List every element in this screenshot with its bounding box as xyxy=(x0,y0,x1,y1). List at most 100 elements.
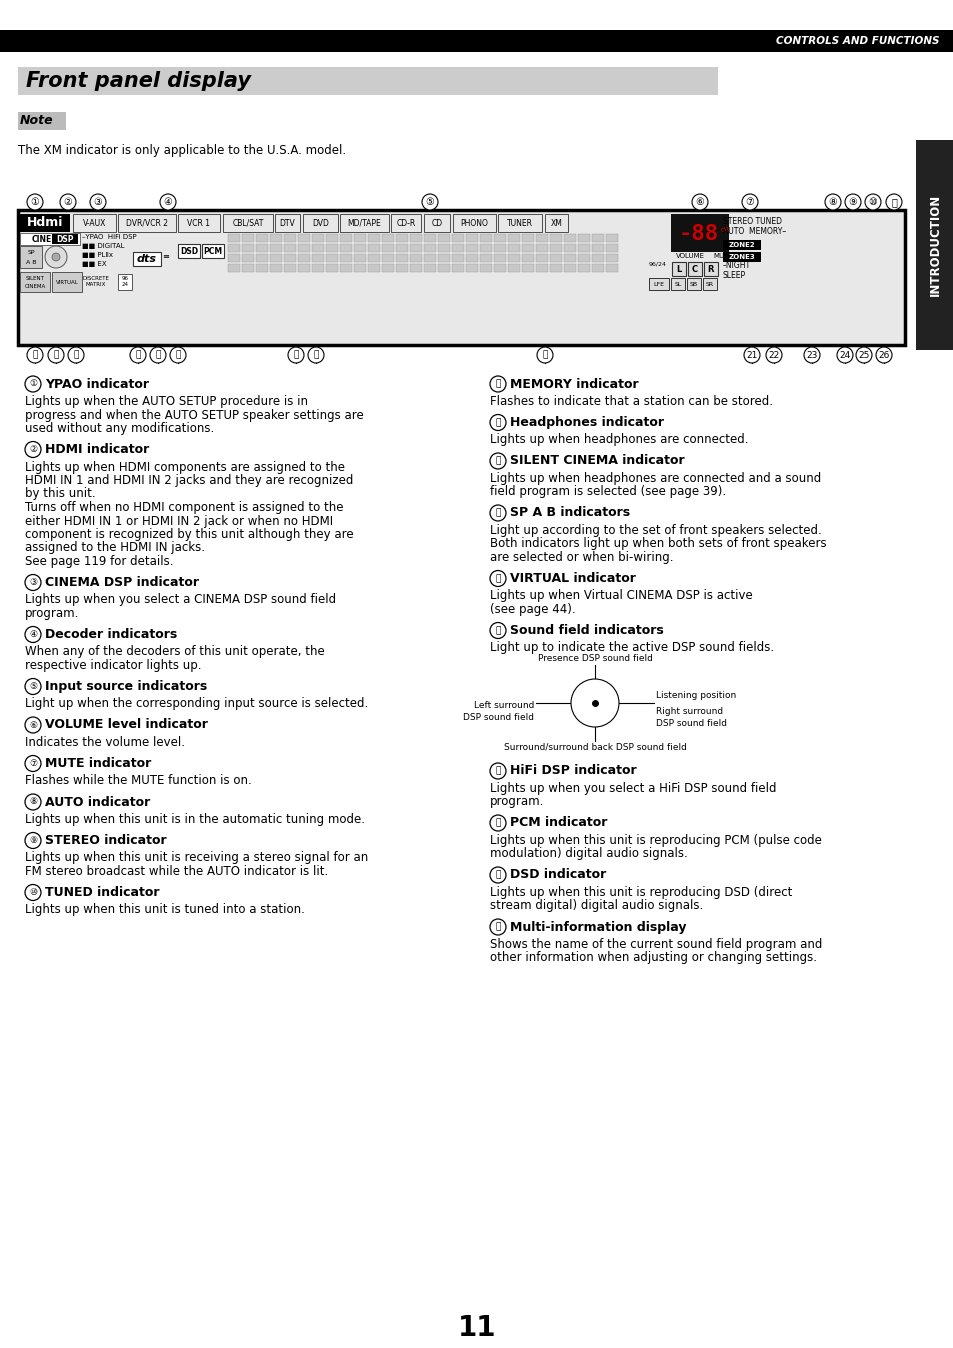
Text: DSD indicator: DSD indicator xyxy=(510,868,605,882)
Text: When any of the decoders of this unit operate, the: When any of the decoders of this unit op… xyxy=(25,646,324,659)
Text: either HDMI IN 1 or HDMI IN 2 jack or when no HDMI: either HDMI IN 1 or HDMI IN 2 jack or wh… xyxy=(25,515,333,527)
Text: CBL/SAT: CBL/SAT xyxy=(233,218,263,228)
Bar xyxy=(381,244,394,252)
Bar xyxy=(303,214,337,232)
Text: Headphones indicator: Headphones indicator xyxy=(510,417,663,429)
Text: TUNER: TUNER xyxy=(506,218,533,228)
Text: ⑲: ⑲ xyxy=(495,871,500,879)
Text: SR: SR xyxy=(705,282,713,287)
Bar xyxy=(437,264,450,272)
Bar xyxy=(18,67,718,94)
Bar xyxy=(479,235,492,243)
Text: assigned to the HDMI IN jacks.: assigned to the HDMI IN jacks. xyxy=(25,542,205,554)
Bar xyxy=(255,264,268,272)
Bar xyxy=(228,253,240,262)
Bar xyxy=(479,253,492,262)
Text: ⑥: ⑥ xyxy=(695,197,703,208)
Text: 23: 23 xyxy=(805,350,817,360)
Text: CD-R: CD-R xyxy=(395,218,416,228)
Bar xyxy=(671,262,685,276)
Text: SILENT CINEMA indicator: SILENT CINEMA indicator xyxy=(510,454,684,468)
Text: CINEMA DSP indicator: CINEMA DSP indicator xyxy=(45,576,199,589)
Text: ⑳: ⑳ xyxy=(541,350,547,360)
Text: Indicates the volume level.: Indicates the volume level. xyxy=(25,736,185,749)
Text: ZONE3: ZONE3 xyxy=(728,253,755,260)
Bar xyxy=(242,244,253,252)
Text: ≡: ≡ xyxy=(162,252,169,260)
Text: Lights up when this unit is reproducing PCM (pulse code: Lights up when this unit is reproducing … xyxy=(490,834,821,847)
Bar xyxy=(395,235,408,243)
Bar xyxy=(395,264,408,272)
Text: Lights up when headphones are connected.: Lights up when headphones are connected. xyxy=(490,434,748,446)
Bar xyxy=(410,244,421,252)
Text: YPAO indicator: YPAO indicator xyxy=(45,377,149,391)
Text: ⑤: ⑤ xyxy=(29,682,37,692)
Text: V-AUX: V-AUX xyxy=(83,218,106,228)
Text: STEREO TUNED: STEREO TUNED xyxy=(722,217,781,226)
Text: Shows the name of the current sound field program and: Shows the name of the current sound fiel… xyxy=(490,938,821,950)
Circle shape xyxy=(844,194,861,210)
Bar xyxy=(312,264,324,272)
Circle shape xyxy=(741,194,758,210)
Bar xyxy=(284,253,295,262)
Circle shape xyxy=(537,346,553,363)
Text: MD/TAPE: MD/TAPE xyxy=(347,218,381,228)
Text: component is recognized by this unit although they are: component is recognized by this unit alt… xyxy=(25,528,354,541)
Text: ⑳: ⑳ xyxy=(495,922,500,931)
Text: ⑬: ⑬ xyxy=(495,457,500,465)
Text: Lights up when this unit is reproducing DSD (direct: Lights up when this unit is reproducing … xyxy=(490,886,792,899)
Text: VOLUME: VOLUME xyxy=(676,253,704,259)
Text: PCM indicator: PCM indicator xyxy=(510,817,607,829)
Bar xyxy=(521,264,534,272)
Text: SL: SL xyxy=(674,282,681,287)
Bar xyxy=(507,264,519,272)
Bar xyxy=(423,235,436,243)
Bar xyxy=(255,235,268,243)
Bar xyxy=(479,264,492,272)
Text: by this unit.: by this unit. xyxy=(25,488,95,500)
Text: (see page 44).: (see page 44). xyxy=(490,603,575,616)
Bar xyxy=(452,244,463,252)
Bar xyxy=(339,264,352,272)
Bar xyxy=(410,253,421,262)
Text: 25: 25 xyxy=(858,350,869,360)
Text: ③: ③ xyxy=(93,197,102,208)
Text: ③: ③ xyxy=(29,578,37,586)
Bar xyxy=(368,235,379,243)
Bar xyxy=(722,240,760,249)
Text: 21: 21 xyxy=(745,350,757,360)
Text: DSP: DSP xyxy=(56,235,73,244)
Text: ⑨: ⑨ xyxy=(848,197,857,208)
Text: program.: program. xyxy=(25,607,79,620)
Bar xyxy=(202,244,224,257)
Bar xyxy=(0,30,953,53)
Bar xyxy=(118,214,175,232)
Text: ⑱: ⑱ xyxy=(293,350,298,360)
Bar xyxy=(423,264,436,272)
Text: Note: Note xyxy=(20,115,53,128)
Circle shape xyxy=(836,346,852,363)
Bar xyxy=(536,244,547,252)
Text: DTV: DTV xyxy=(279,218,295,228)
Text: field program is selected (see page 39).: field program is selected (see page 39). xyxy=(490,485,725,499)
Bar xyxy=(368,253,379,262)
Text: DVD: DVD xyxy=(312,218,329,228)
Bar xyxy=(52,235,78,244)
Circle shape xyxy=(25,755,41,771)
Bar xyxy=(605,253,618,262)
Circle shape xyxy=(90,194,106,210)
Bar xyxy=(592,264,603,272)
Text: DSP sound field: DSP sound field xyxy=(656,718,726,728)
Bar xyxy=(274,214,299,232)
Text: used without any modifications.: used without any modifications. xyxy=(25,422,214,435)
Bar xyxy=(605,244,618,252)
Circle shape xyxy=(170,346,186,363)
Text: ⑪: ⑪ xyxy=(890,197,896,208)
Bar xyxy=(52,272,82,293)
Bar xyxy=(550,264,561,272)
Text: Hdmi: Hdmi xyxy=(27,217,63,229)
Bar xyxy=(605,235,618,243)
Bar xyxy=(73,214,116,232)
Circle shape xyxy=(308,346,324,363)
Text: AUTO indicator: AUTO indicator xyxy=(45,795,150,809)
